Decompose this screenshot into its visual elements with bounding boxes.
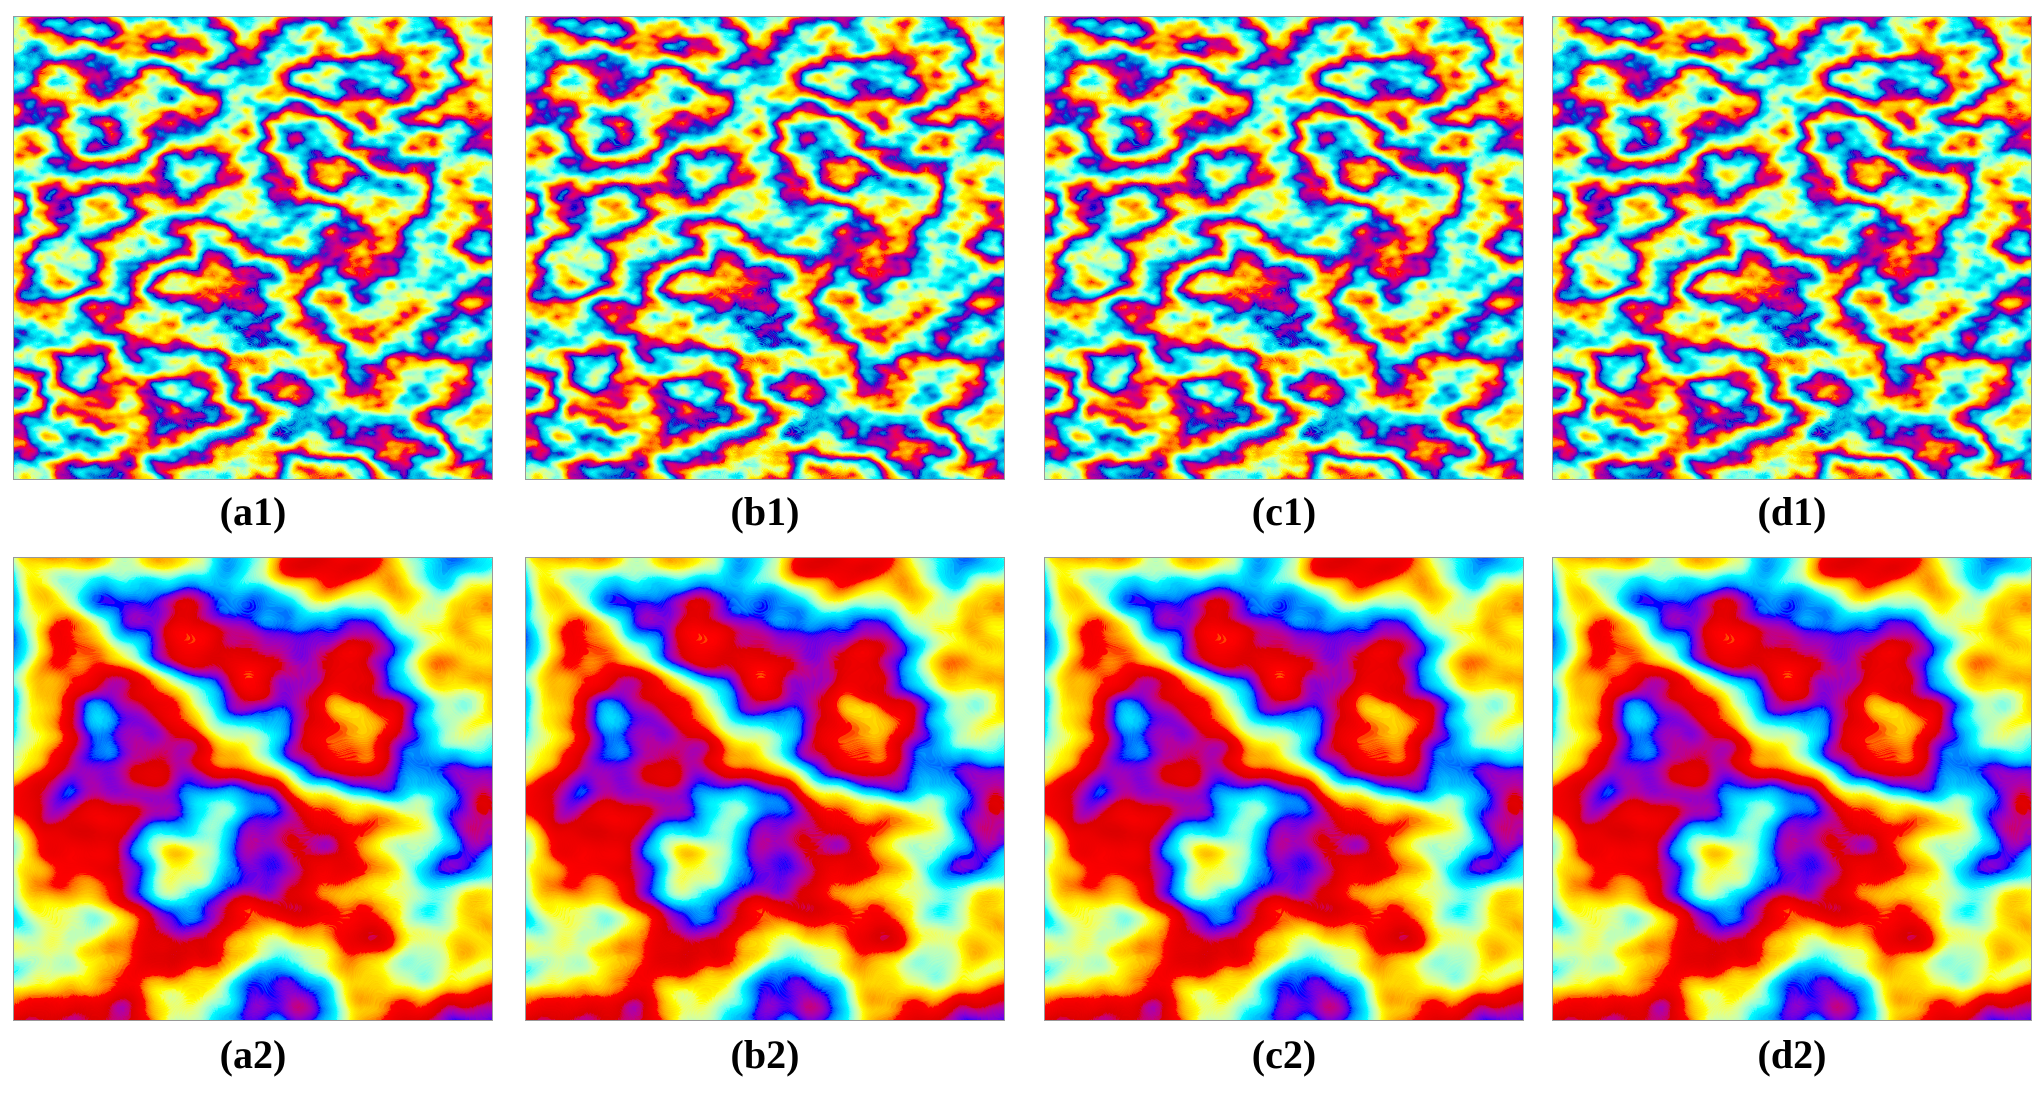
interferogram-image — [525, 16, 1005, 480]
panel-label: (c2) — [1252, 1032, 1316, 1077]
panel-label: (a2) — [220, 1032, 287, 1077]
panel-border — [13, 557, 493, 1021]
panel-border — [1552, 557, 2032, 1021]
panel-border — [1552, 16, 2032, 480]
panel-label: (d2) — [1758, 1032, 1827, 1077]
interferogram — [13, 16, 493, 480]
interferogram — [1044, 16, 1524, 480]
interferogram — [525, 557, 1005, 1021]
interferogram — [13, 557, 493, 1021]
interferogram-image — [1552, 557, 2032, 1021]
panel-label: (b2) — [731, 1032, 800, 1077]
interferogram-image — [1552, 16, 2032, 480]
panel-border — [525, 16, 1005, 480]
interferogram — [1552, 16, 2032, 480]
interferogram-image — [1044, 16, 1524, 480]
interferogram — [1044, 557, 1524, 1021]
panel-label: (a1) — [220, 489, 287, 534]
interferogram — [1552, 557, 2032, 1021]
interferogram-image — [1044, 557, 1524, 1021]
panel-border — [1044, 557, 1524, 1021]
panel-border — [525, 557, 1005, 1021]
interferogram-image — [13, 16, 493, 480]
panel-label: (c1) — [1252, 489, 1316, 534]
panel-label: (b1) — [731, 489, 800, 534]
interferogram-image — [13, 557, 493, 1021]
panel-border — [1044, 16, 1524, 480]
interferogram — [525, 16, 1005, 480]
panel-border — [13, 16, 493, 480]
panel-label: (d1) — [1758, 489, 1827, 534]
interferogram-image — [525, 557, 1005, 1021]
